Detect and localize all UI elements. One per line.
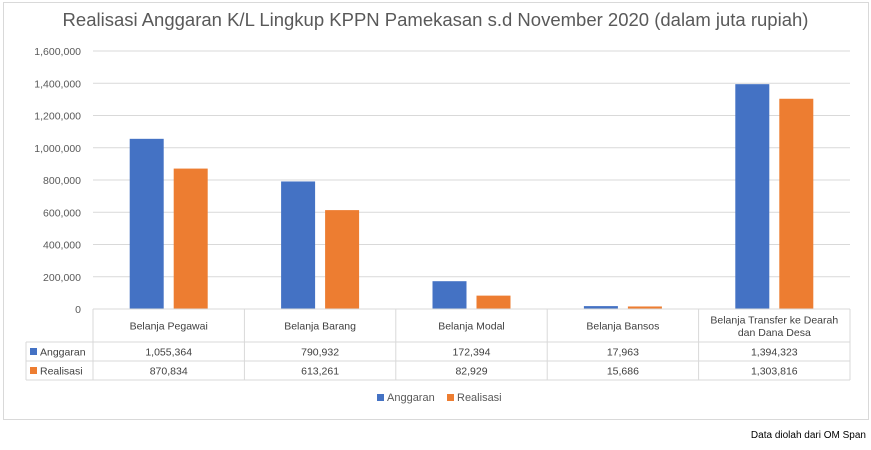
data-label-realisasi: 613,261: [301, 366, 339, 378]
data-table: Belanja Pegawai Belanja Barang Belanja Mod…: [25, 308, 851, 381]
y-tick-label: 800,000: [43, 175, 81, 187]
bar-realisasi: [173, 168, 208, 309]
data-label-realisasi: 82,929: [455, 366, 487, 378]
y-tick-label: 400,000: [43, 240, 81, 252]
x-category-label: Belanja Modal: [438, 321, 505, 333]
data-label-anggaran: 1,055,364: [145, 347, 192, 359]
bar-anggaran: [432, 281, 467, 309]
y-tick-label: 1,000,000: [34, 143, 81, 155]
legend-key-realisasi: [447, 394, 454, 401]
source-note: Data diolah dari OM Span: [750, 430, 866, 441]
x-category-label: Belanja Bansos: [586, 321, 659, 333]
bar-realisasi: [627, 306, 662, 309]
legend-label-realisasi: Realisasi: [457, 392, 502, 404]
bars: [129, 84, 814, 310]
x-category-label: dan Dana Desa: [738, 327, 811, 339]
y-tick-label: 1,200,000: [34, 111, 81, 123]
data-label-anggaran: 17,963: [607, 347, 639, 359]
y-tick-label: 1,400,000: [34, 78, 81, 90]
bar-anggaran: [129, 138, 164, 309]
y-tick-label: 600,000: [43, 207, 81, 219]
chart-title: Realisasi Anggaran K/L Lingkup KPPN Pame…: [62, 9, 809, 30]
table-legend-key-anggaran: [30, 348, 37, 355]
y-tick-label: 1,600,000: [34, 46, 81, 58]
data-label-anggaran: 1,394,323: [751, 347, 798, 359]
data-label-anggaran: 790,932: [301, 347, 339, 359]
bar-realisasi: [325, 210, 360, 309]
data-label-realisasi: 1,303,816: [751, 366, 798, 378]
y-tick-label: 0: [75, 304, 81, 316]
table-series-name: Anggaran: [40, 347, 86, 359]
y-tick-label: 200,000: [43, 272, 81, 284]
x-category-label: Belanja Pegawai: [130, 321, 208, 333]
data-label-realisasi: 870,834: [150, 366, 188, 378]
data-label-realisasi: 15,686: [607, 366, 639, 378]
x-category-label: Belanja Barang: [284, 321, 356, 333]
legend: Anggaran Realisasi: [377, 392, 502, 404]
legend-label-anggaran: Anggaran: [387, 392, 435, 404]
data-label-anggaran: 172,394: [453, 347, 491, 359]
gridlines: [93, 50, 850, 278]
bar-anggaran: [281, 181, 316, 309]
table-legend-key-realisasi: [30, 367, 37, 374]
bar-realisasi: [779, 98, 814, 309]
legend-key-anggaran: [377, 394, 384, 401]
bar-anggaran: [735, 84, 770, 310]
table-series-name: Realisasi: [40, 366, 83, 378]
y-axis-ticks: 0 200,000 400,000 600,000 800,000 1,000,000 1,…: [34, 46, 81, 316]
x-category-label: Belanja Transfer ke Dearah: [710, 314, 838, 326]
bar-anggaran: [583, 306, 618, 309]
bar-realisasi: [476, 295, 511, 309]
